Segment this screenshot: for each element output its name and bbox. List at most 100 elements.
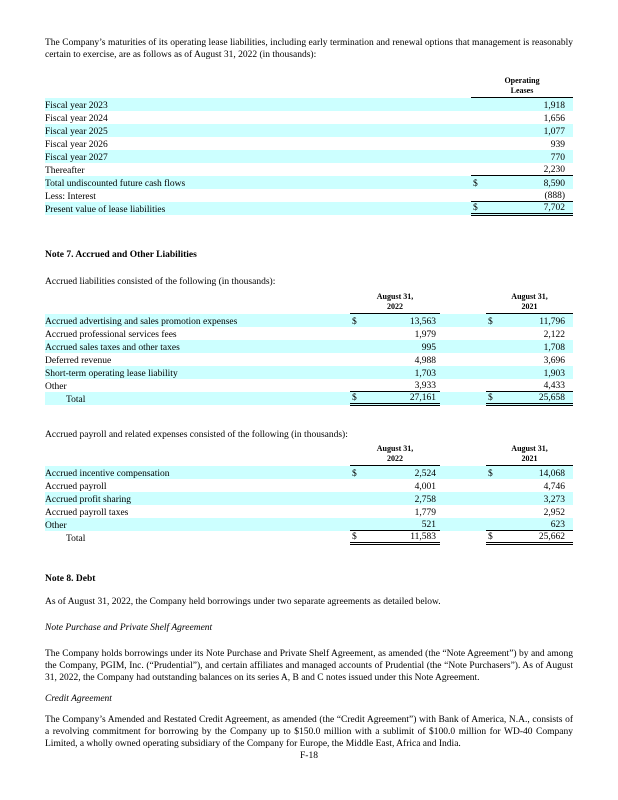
row-value: 1,077 bbox=[489, 123, 574, 137]
row-label: Accrued payroll taxes bbox=[45, 507, 129, 518]
column-header-line2: 2022 bbox=[387, 302, 403, 311]
table-row: Deferred revenue 4,988 3,696 bbox=[45, 353, 573, 366]
row-label: Present value of lease liabilities bbox=[45, 201, 471, 215]
dollar-sign bbox=[471, 189, 489, 202]
row-label: Thereafter bbox=[45, 165, 85, 176]
row-value: 2,230 bbox=[543, 165, 566, 175]
dollar-sign bbox=[471, 163, 489, 176]
table-row: Total $ 11,583 $ 25,662 bbox=[45, 530, 574, 545]
column-gap bbox=[440, 391, 487, 405]
column-gap bbox=[440, 365, 487, 379]
value-2022: 995 bbox=[368, 339, 441, 353]
column-gap bbox=[440, 353, 486, 366]
table-row: Accrued payroll taxes 1,779 2,952 bbox=[45, 505, 573, 518]
dollar-sign-2021 bbox=[486, 327, 504, 340]
value-2021: 14,068 bbox=[504, 465, 574, 479]
accrued-payroll-section: August 31, 2022 August 31, 2021 Accrued … bbox=[45, 444, 574, 545]
row-label: Fiscal year 2026 bbox=[45, 139, 108, 150]
dollar-sign-2021: $ bbox=[486, 465, 505, 479]
row-label: Fiscal year 2025 bbox=[45, 123, 471, 137]
table-row: Accrued profit sharing 2,758 3,273 bbox=[45, 491, 574, 505]
column-gap bbox=[440, 327, 486, 340]
dollar-sign bbox=[471, 149, 489, 163]
table-row: Other 521 623 bbox=[45, 517, 574, 531]
dollar-sign-2022: $ bbox=[350, 313, 368, 327]
dollar-sign-2021: $ bbox=[486, 530, 505, 545]
dollar-sign-2022 bbox=[350, 327, 368, 340]
dollar-sign-2021 bbox=[486, 353, 504, 366]
dollar-sign-2021 bbox=[486, 365, 505, 379]
row-label: Total bbox=[66, 533, 86, 544]
row-value: 1,656 bbox=[543, 113, 566, 124]
value-2021: 1,708 bbox=[504, 339, 574, 353]
table-row: Accrued professional services fees 1,979… bbox=[45, 327, 573, 340]
column-gap bbox=[440, 479, 486, 492]
lease-maturities-intro: The Company’s maturities of its operatin… bbox=[45, 38, 573, 60]
dollar-sign-2022: $ bbox=[350, 465, 368, 479]
column-gap bbox=[440, 531, 486, 544]
table-row: Present value of lease liabilities $ 7,7… bbox=[45, 201, 574, 216]
value-2022: 2,524 bbox=[368, 465, 441, 479]
value-2022: 1,779 bbox=[414, 507, 437, 518]
value-2021: 4,433 bbox=[543, 381, 566, 391]
value-2021: 4,746 bbox=[543, 481, 566, 492]
table-row: Fiscal year 2023 1,918 bbox=[45, 97, 574, 111]
table-row: Total undiscounted future cash flows $ 8… bbox=[45, 175, 574, 189]
row-value: 939 bbox=[550, 139, 566, 150]
header-gap bbox=[440, 292, 486, 314]
dollar-sign-2022 bbox=[350, 379, 368, 392]
august-2021-column-header: August 31, 2021 bbox=[486, 444, 574, 466]
row-label: Fiscal year 2027 bbox=[45, 149, 471, 163]
column-header-line1: August 31, bbox=[376, 292, 414, 301]
table-row: Total $ 27,161 $ 25,658 bbox=[45, 391, 574, 406]
dollar-sign-2022 bbox=[350, 517, 368, 531]
column-header-line1: August 31, bbox=[376, 444, 414, 453]
value-2021: 2,952 bbox=[543, 507, 566, 518]
note8-intro: As of August 31, 2022, the Company held … bbox=[45, 597, 441, 607]
dollar-sign-2021 bbox=[486, 479, 504, 492]
table-header-row: August 31, 2022 August 31, 2021 bbox=[45, 292, 574, 314]
row-label: Deferred revenue bbox=[45, 355, 112, 366]
dollar-sign-2022 bbox=[350, 365, 368, 379]
accrued-payroll-table: August 31, 2022 August 31, 2021 Accrued … bbox=[45, 444, 574, 545]
column-gap bbox=[440, 491, 487, 505]
table-row: Fiscal year 2025 1,077 bbox=[45, 123, 574, 137]
row-label: Fiscal year 2024 bbox=[45, 113, 108, 124]
column-header-line2: 2021 bbox=[521, 454, 538, 463]
row-label: Other bbox=[45, 381, 67, 392]
value-2022: 521 bbox=[368, 517, 441, 531]
accrued-liabilities-table: August 31, 2022 August 31, 2021 Accrued … bbox=[45, 292, 574, 406]
dollar-sign bbox=[471, 111, 489, 124]
value-2021: 1,903 bbox=[504, 365, 574, 379]
row-label: Accrued advertising and sales promotion … bbox=[45, 313, 350, 327]
header-spacer bbox=[45, 444, 350, 466]
column-gap bbox=[440, 505, 486, 518]
column-header-line2: 2021 bbox=[521, 302, 538, 311]
dollar-sign-2022 bbox=[350, 491, 368, 505]
table-row: Fiscal year 2024 1,656 bbox=[45, 111, 573, 124]
table-row: Accrued sales taxes and other taxes 995 … bbox=[45, 339, 574, 353]
row-value: (888) bbox=[544, 191, 566, 201]
table-row: Accrued advertising and sales promotion … bbox=[45, 313, 574, 327]
dollar-sign: $ bbox=[471, 201, 489, 216]
column-header-line2: Leases bbox=[510, 86, 534, 95]
dollar-sign-2021: $ bbox=[486, 391, 505, 406]
row-value: 8,590 bbox=[489, 175, 574, 189]
table-row: Accrued payroll 4,001 4,746 bbox=[45, 479, 573, 492]
column-gap bbox=[440, 313, 487, 327]
table-row: Accrued incentive compensation $ 2,524 $… bbox=[45, 465, 574, 479]
column-gap bbox=[440, 517, 487, 531]
dollar-sign-2021 bbox=[486, 491, 505, 505]
value-2021: 11,796 bbox=[504, 313, 574, 327]
row-label: Less: Interest bbox=[45, 191, 96, 202]
dollar-sign-2022 bbox=[350, 353, 368, 366]
table-row: Thereafter 2,230 bbox=[45, 163, 573, 176]
value-2022: 2,758 bbox=[368, 491, 441, 505]
accrued-liabilities-intro: Accrued liabilities consisted of the fol… bbox=[45, 277, 276, 287]
row-value: 770 bbox=[489, 149, 574, 163]
lease-maturities-section: Operating Leases Fiscal year 2023 1,918 … bbox=[45, 76, 574, 216]
dollar-sign-2021 bbox=[486, 505, 504, 518]
row-label: Other bbox=[45, 517, 350, 531]
value-2021: 3,696 bbox=[543, 355, 566, 366]
value-2022: 3,933 bbox=[414, 381, 437, 391]
